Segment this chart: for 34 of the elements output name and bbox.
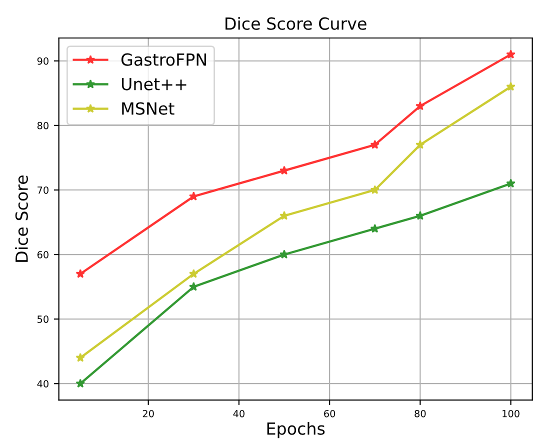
legend-label: MSNet: [122, 102, 174, 115]
chart-title: Dice Score Curve: [226, 17, 366, 30]
point: [416, 210, 425, 220]
point: [188, 192, 198, 201]
y-tick-label: 60: [37, 251, 48, 258]
point: [370, 224, 380, 233]
legend-label: GastroFPN: [121, 53, 206, 66]
point: [76, 352, 86, 362]
point: [76, 378, 86, 388]
x-tick-label: 100: [502, 410, 520, 418]
point: [506, 50, 516, 59]
x-tick-label: 60: [324, 410, 336, 418]
point: [280, 210, 289, 220]
y-tick-label: 70: [38, 186, 48, 194]
y-tick-label: 80: [37, 122, 48, 130]
point: [506, 178, 516, 188]
x-tick-label: 20: [142, 410, 154, 418]
point: [370, 185, 380, 194]
point: [370, 140, 380, 149]
x-axis-title: Epochs: [267, 422, 325, 438]
y-tick-label: 50: [38, 316, 48, 323]
point: [416, 101, 425, 110]
point: [188, 269, 198, 278]
point: [416, 140, 425, 149]
x-tick-label: 80: [414, 410, 426, 418]
y-tick-label: 40: [37, 380, 48, 388]
point: [188, 282, 198, 291]
y-tick-label: 90: [37, 57, 48, 65]
y-axis-title: Dice Score: [15, 175, 28, 262]
x-tick-label: 40: [233, 410, 244, 418]
point: [76, 269, 86, 278]
point: [280, 166, 289, 175]
legend-label: Unet++: [122, 78, 186, 90]
point: [506, 82, 516, 91]
